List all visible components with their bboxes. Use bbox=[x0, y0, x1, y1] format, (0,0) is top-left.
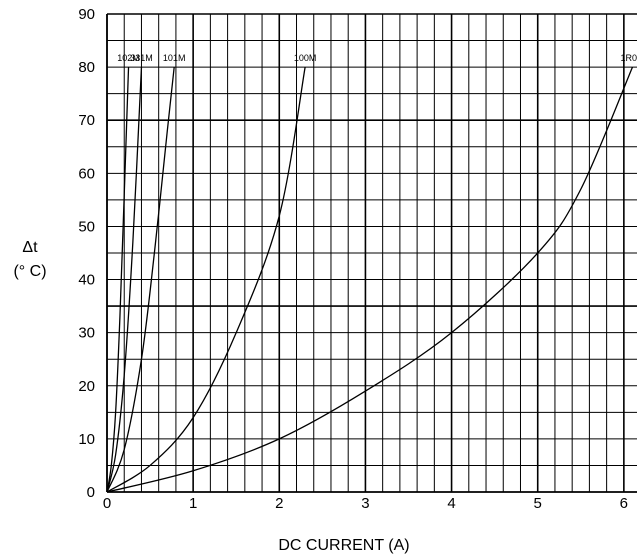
series-line bbox=[106, 67, 130, 493]
grid-minor bbox=[107, 14, 637, 492]
y-tick-label: 80 bbox=[78, 59, 95, 76]
x-tick-label: 6 bbox=[620, 495, 628, 512]
series-group bbox=[106, 66, 634, 493]
y-tick-label: 10 bbox=[78, 431, 95, 448]
series-label: 331M bbox=[130, 53, 153, 63]
y-tick-label: 70 bbox=[78, 112, 95, 129]
x-tick-label: 4 bbox=[447, 495, 455, 512]
series-label: 100M bbox=[294, 53, 317, 63]
y-tick-label: 20 bbox=[78, 378, 95, 395]
y-tick-label: 0 bbox=[87, 484, 95, 501]
x-tick-label: 1 bbox=[189, 495, 197, 512]
y-tick-label: 50 bbox=[78, 218, 95, 235]
grid-major bbox=[106, 13, 637, 493]
y-tick-label: 30 bbox=[78, 325, 95, 342]
series-line bbox=[106, 66, 634, 493]
series-label: 101M bbox=[163, 53, 186, 63]
y-tick-label: 90 bbox=[78, 6, 95, 23]
series-label: 102M bbox=[117, 53, 140, 63]
y-axis-label-line1: Δt bbox=[22, 239, 38, 256]
series-line bbox=[106, 67, 143, 493]
x-axis-label: DC CURRENT (A) bbox=[278, 537, 409, 554]
y-tick-labels: 0 10 20 30 40 50 60 70 80 90 bbox=[78, 6, 95, 501]
series-line bbox=[106, 66, 306, 493]
x-tick-label: 5 bbox=[534, 495, 542, 512]
x-tick-label: 2 bbox=[275, 495, 283, 512]
series-line bbox=[106, 67, 175, 493]
x-tick-label: 0 bbox=[103, 495, 111, 512]
y-tick-label: 40 bbox=[78, 272, 95, 289]
x-tick-labels: 01234567 bbox=[103, 495, 628, 512]
x-tick-label: 3 bbox=[361, 495, 369, 512]
series-label: 1R0M bbox=[620, 53, 637, 63]
y-tick-label: 60 bbox=[78, 165, 95, 182]
y-axis-label-line2: (° C) bbox=[13, 263, 46, 280]
